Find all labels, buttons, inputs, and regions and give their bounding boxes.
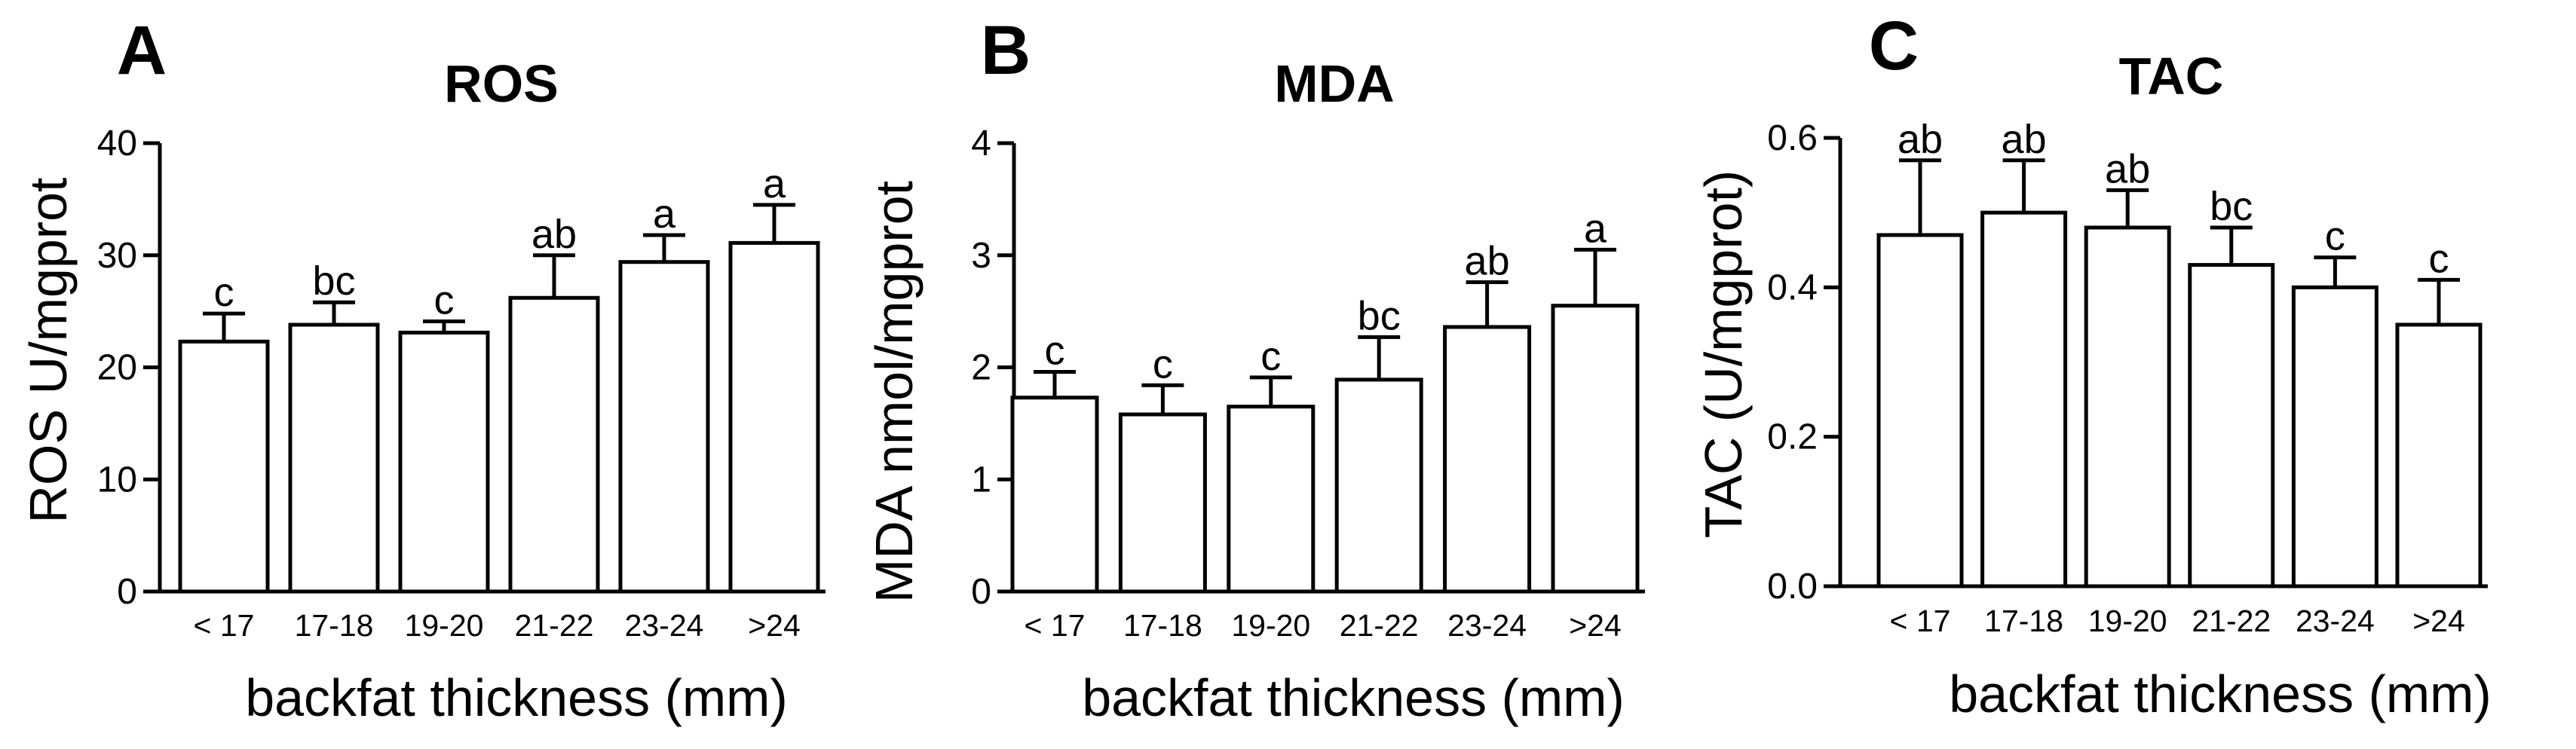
significance-label-ros: a [763,161,786,206]
bar-mda [1443,325,1532,594]
y-axis-title-tac: TAC (U/mgprot) [1694,170,1753,539]
significance-label-tac: c [2325,214,2345,259]
significance-label-tac: ab [1898,117,1943,162]
y-tick-label-tac: 0.6 [1767,118,1818,158]
category-label-tac: 21-22 [2192,604,2271,638]
category-label-ros: 21-22 [515,608,594,643]
category-label-tac: 23-24 [2296,604,2375,638]
bar-ros [508,295,600,594]
category-label-tac: 19-20 [2088,604,2167,638]
panel-letter-c: C [1869,8,1919,84]
y-tick-label-tac: 0.4 [1767,268,1818,307]
significance-label-tac: ab [2105,146,2150,191]
panel-b: B MDA MDA nmol/mgprot backfat thickness … [865,12,1645,727]
panel-c: C TAC TAC (U/mgprot) backfat thickness (… [1694,8,2492,723]
y-tick-label-ros: 20 [97,348,137,388]
bar-mda [1334,378,1423,594]
bar-ros [178,339,270,594]
significance-label-mda: bc [1358,293,1401,338]
x-axis-title-tac: backfat thickness (mm) [1949,665,2492,723]
category-label-tac: 17-18 [1984,604,2063,638]
significance-label-tac: bc [2210,184,2253,229]
significance-label-tac: c [2429,236,2449,281]
y-tick-label-mda: 4 [971,124,991,164]
bar-ros [288,323,380,594]
bar-tac [2084,225,2171,588]
significance-label-ros: c [434,278,455,323]
category-label-ros: 23-24 [625,608,704,643]
y-tick-label-mda: 3 [971,236,991,276]
y-axis-title-mda: MDA nmol/mgprot [865,181,924,603]
y-tick-label-ros: 40 [97,124,137,164]
bar-tac [1876,233,1964,588]
panel-letter-b: B [981,12,1031,89]
category-label-mda: 17-18 [1123,608,1202,643]
bar-tac [2188,263,2275,588]
y-axis-title-ros: ROS U/mgprot [19,178,78,524]
category-label-mda: 23-24 [1447,608,1527,643]
bar-tac [2291,285,2378,588]
bar-tac [1980,210,2068,588]
category-label-mda: < 17 [1025,608,1086,643]
significance-label-mda: c [1045,328,1065,373]
bar-tac [2395,323,2483,588]
chart-title-tac: TAC [2119,47,2224,105]
panel-a: A ROS ROS U/mgprot backfat thickness (mm… [19,12,825,727]
category-label-ros: 19-20 [405,608,484,643]
significance-label-ros: ab [531,212,577,257]
y-tick-label-mda: 0 [971,572,991,612]
y-tick-label-ros: 0 [117,572,137,612]
significance-label-mda: c [1153,341,1173,387]
category-label-tac: >24 [2412,604,2465,638]
y-tick-label-tac: 0.0 [1767,567,1818,607]
x-axis-title-mda: backfat thickness (mm) [1082,668,1625,727]
category-label-ros: >24 [748,608,801,643]
category-label-mda: >24 [1569,608,1622,643]
panel-letter-a: A [117,12,167,89]
y-tick-label-mda: 2 [971,348,991,388]
significance-label-mda: c [1260,334,1281,379]
chart-title-mda: MDA [1274,54,1394,113]
bar-ros [728,240,820,594]
bar-mda [1010,396,1099,594]
y-tick-label-tac: 0.2 [1767,417,1818,457]
significance-label-ros: c [214,270,234,315]
category-label-ros: 17-18 [295,608,374,643]
significance-label-mda: a [1584,206,1607,251]
bar-ros [618,260,710,594]
x-axis-title-ros: backfat thickness (mm) [245,668,788,727]
chart-title-ros: ROS [444,54,559,113]
y-tick-label-mda: 1 [971,460,991,500]
significance-label-mda: ab [1465,238,1510,283]
bar-ros [398,330,490,594]
category-label-mda: 21-22 [1340,608,1419,643]
bar-mda [1227,405,1316,594]
y-tick-label-ros: 10 [97,460,137,500]
category-label-tac: < 17 [1890,604,1951,638]
significance-label-ros: a [653,191,676,237]
category-label-ros: < 17 [194,608,255,643]
y-tick-label-ros: 30 [97,236,137,276]
significance-label-tac: ab [2002,117,2047,162]
bar-mda [1551,304,1640,594]
significance-label-ros: bc [312,258,355,304]
bar-mda [1118,412,1207,594]
category-label-mda: 19-20 [1231,608,1310,643]
